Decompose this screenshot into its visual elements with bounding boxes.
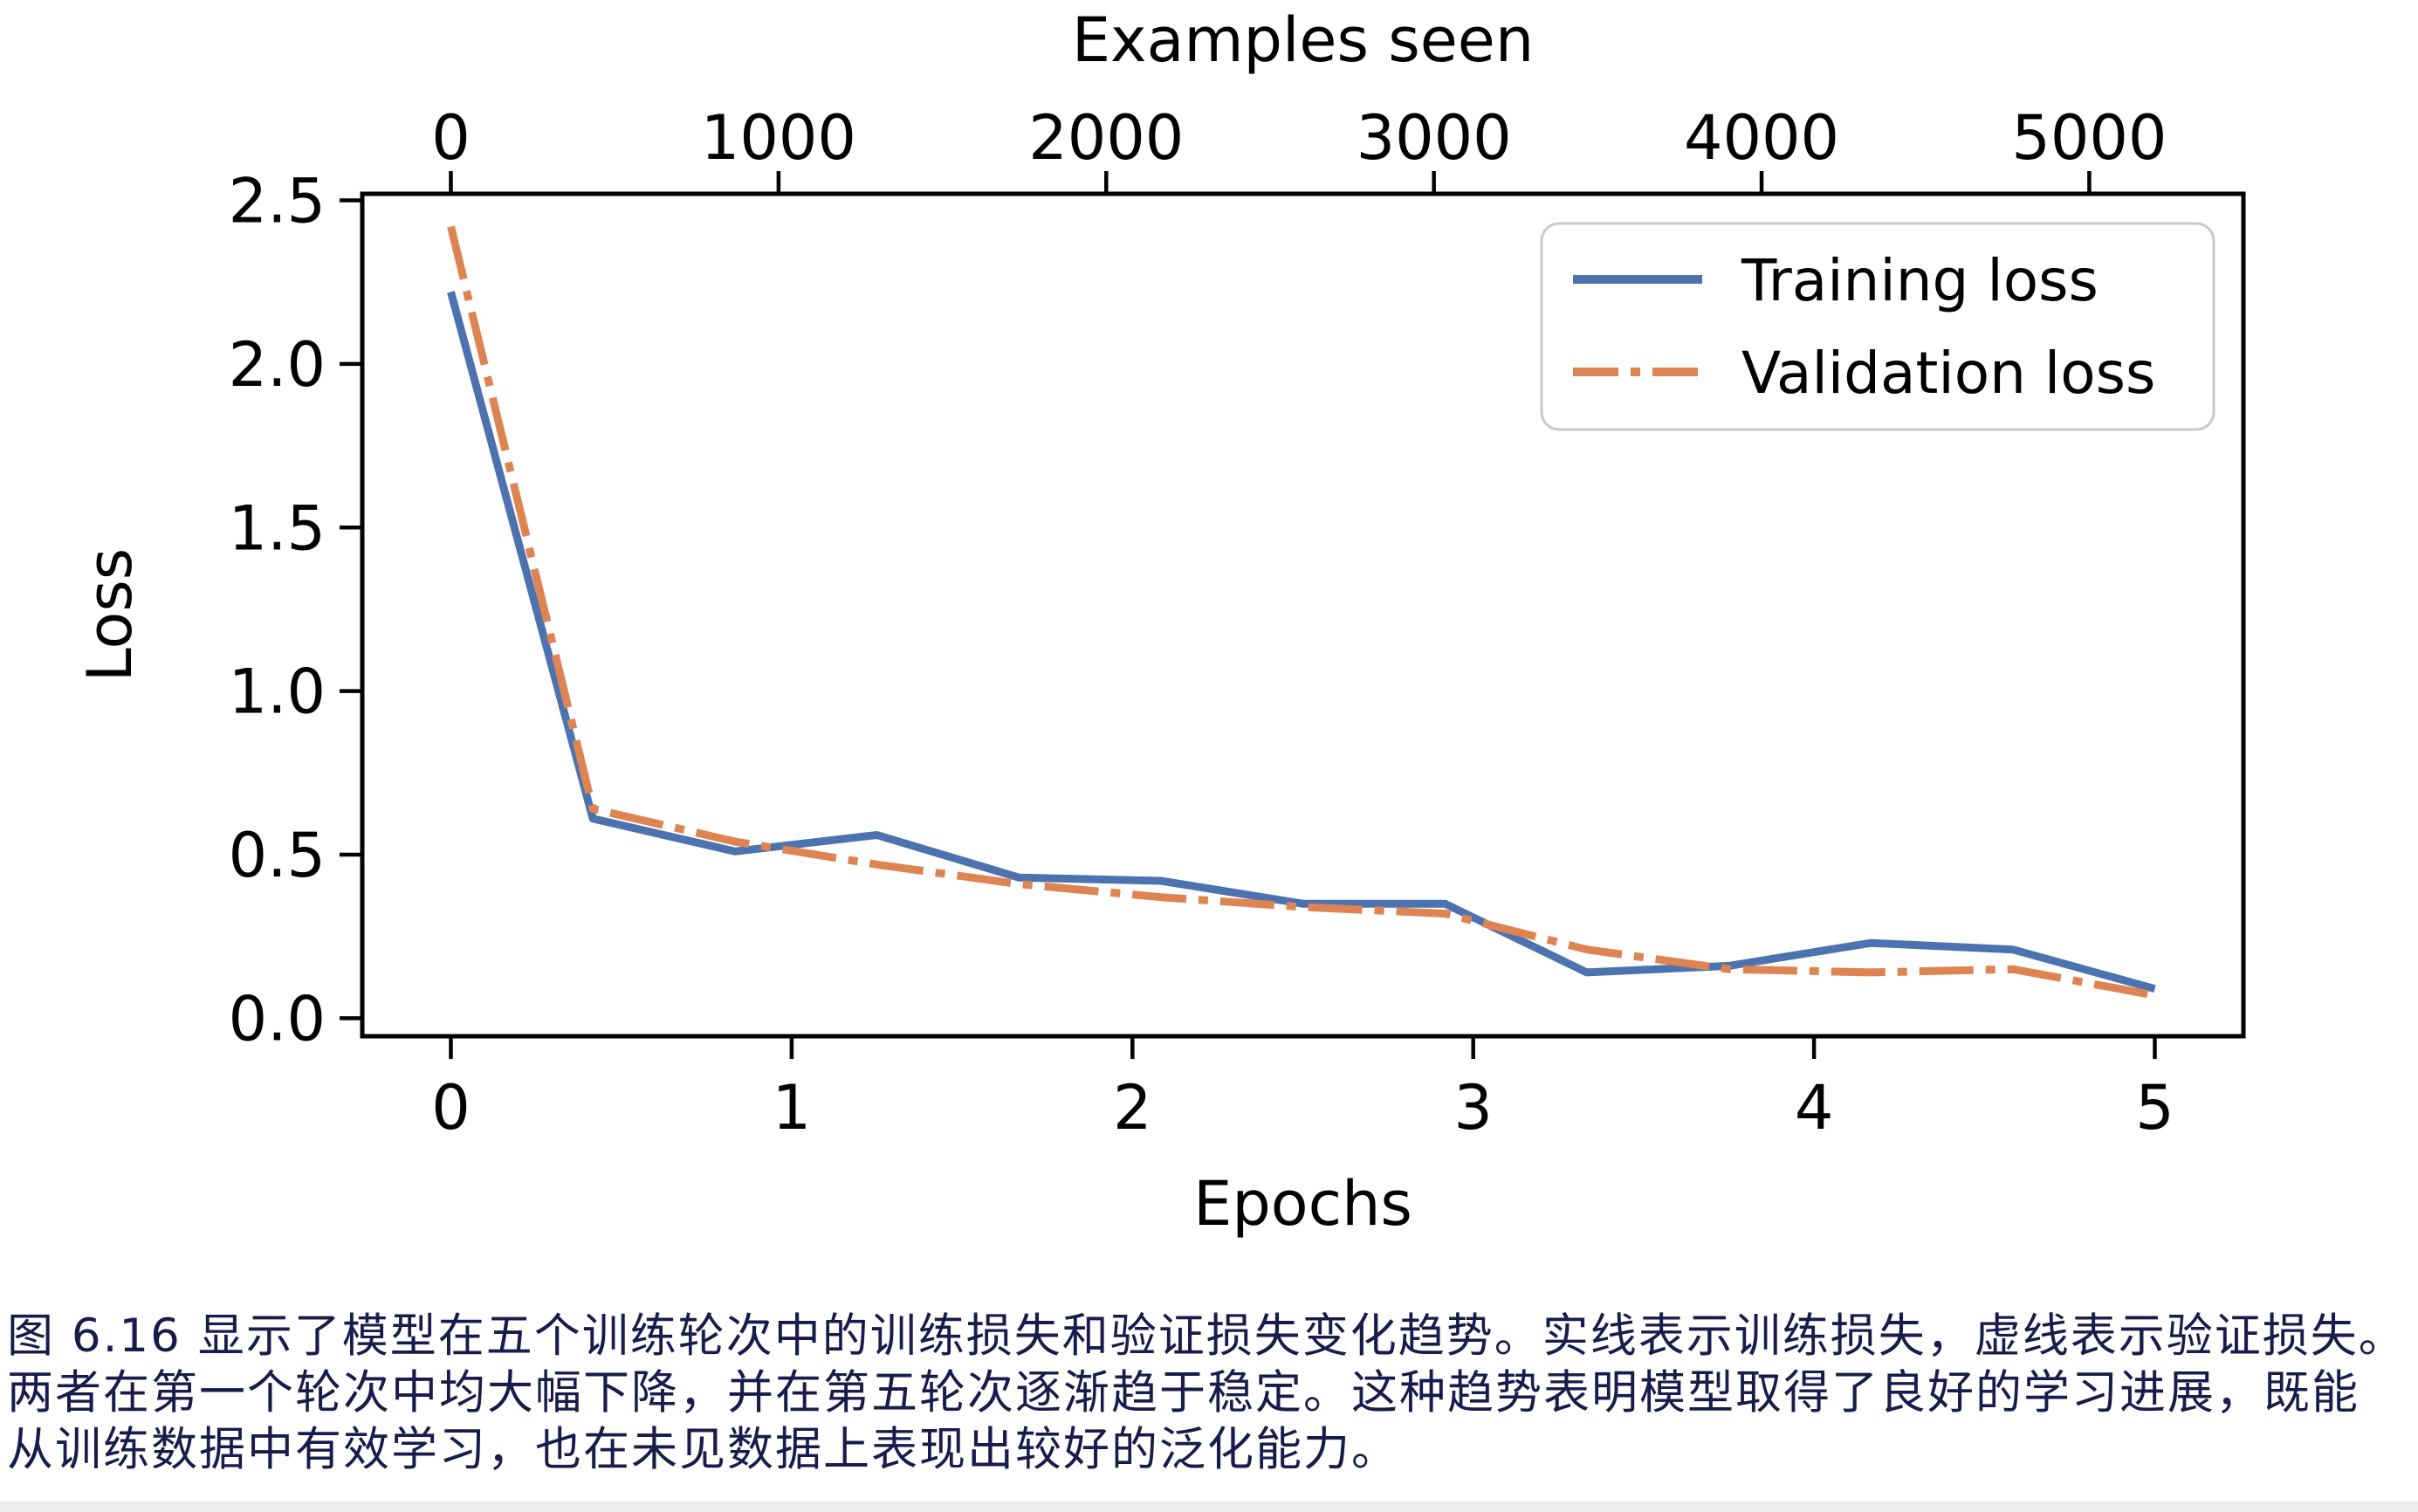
y-axis-tick-label: 0.0 (229, 983, 326, 1055)
top-axis-tick-label: 5000 (2011, 102, 2167, 174)
x-axis-tick-label: 5 (2135, 1072, 2174, 1144)
legend-training-label: Training loss (1741, 247, 2099, 314)
y-axis-tick-label: 1.5 (229, 492, 326, 564)
legend-validation-label: Validation loss (1741, 340, 2155, 407)
validation-loss-line (447, 225, 2156, 1000)
x-axis-tick-label: 4 (1795, 1072, 1834, 1144)
top-axis-tick-label: 0 (431, 102, 471, 174)
caption-line-3: 从训练数据中有效学习，也在未见数据上表现出较好的泛化能力。 (7, 1423, 1399, 1476)
caption-line-2: 两者在第一个轮次中均大幅下降，并在第五轮次逐渐趋于稳定。这种趋势表明模型取得了良… (7, 1366, 2360, 1419)
figure-caption: 图 6.16 显示了模型在五个训练轮次中的训练损失和验证损失变化趋势。实线表示训… (0, 1308, 2418, 1478)
y-axis-tick-label: 2.0 (229, 329, 326, 401)
y-axis-tick-label: 1.0 (229, 656, 326, 728)
x-axis-tick-label: 3 (1453, 1072, 1493, 1144)
top-axis-tick-label: 2000 (1028, 102, 1184, 174)
legend-box (1540, 222, 2215, 431)
y-axis-tick-label: 2.5 (229, 165, 326, 237)
caption-line-1: 图 6.16 显示了模型在五个训练轮次中的训练损失和验证损失变化趋势。实线表示训… (7, 1309, 2407, 1363)
top-axis-tick-label: 3000 (1357, 102, 1512, 174)
top-axis-tick-label: 1000 (701, 102, 856, 174)
y-axis-tick-label: 0.5 (229, 820, 326, 891)
loss-chart: 0 1 2 3 4 5 0 1000 2000 3000 4000 5000 0.0 0.5 1.0 1.5 2… (74, 4, 2246, 1240)
top-axis-tick-label: 4000 (1684, 102, 1839, 174)
window-bottom-strip (0, 1502, 2418, 1512)
x-axis-tick-label: 1 (773, 1072, 812, 1144)
x-axis-tick-label: 0 (431, 1072, 471, 1144)
x-axis-tick-label: 2 (1113, 1072, 1152, 1144)
x-axis-title: Epochs (1193, 1168, 1412, 1240)
top-axis-title: Examples seen (1072, 4, 1534, 76)
y-axis-title: Loss (74, 548, 146, 683)
training-loss-line (447, 291, 2156, 993)
plot-border (360, 191, 2246, 1039)
